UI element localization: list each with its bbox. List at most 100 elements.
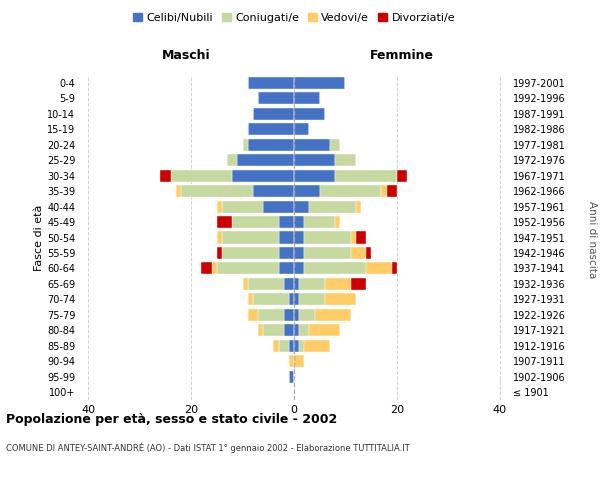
Bar bbox=[299, 340, 304, 352]
Bar bbox=[263, 324, 284, 336]
Bar bbox=[310, 324, 340, 336]
Bar bbox=[284, 278, 294, 290]
Bar bbox=[356, 200, 361, 212]
Bar bbox=[217, 262, 278, 274]
Bar bbox=[294, 108, 325, 120]
Bar bbox=[160, 170, 170, 181]
Bar bbox=[294, 356, 304, 368]
Bar bbox=[382, 185, 386, 197]
Bar bbox=[181, 185, 253, 197]
Bar bbox=[227, 154, 238, 166]
Bar bbox=[304, 216, 335, 228]
Bar bbox=[294, 200, 310, 212]
Bar bbox=[335, 216, 340, 228]
Bar bbox=[299, 294, 325, 306]
Y-axis label: Fasce di età: Fasce di età bbox=[34, 204, 44, 270]
Bar bbox=[242, 278, 248, 290]
Bar bbox=[294, 340, 299, 352]
Bar bbox=[397, 170, 407, 181]
Bar bbox=[304, 232, 350, 243]
Bar bbox=[274, 340, 278, 352]
Bar bbox=[253, 185, 294, 197]
Bar bbox=[299, 278, 325, 290]
Bar bbox=[294, 324, 299, 336]
Bar bbox=[335, 170, 397, 181]
Bar bbox=[335, 154, 356, 166]
Bar bbox=[263, 200, 294, 212]
Bar bbox=[289, 340, 294, 352]
Bar bbox=[289, 294, 294, 306]
Bar bbox=[222, 232, 278, 243]
Bar bbox=[325, 278, 350, 290]
Bar bbox=[356, 232, 366, 243]
Bar bbox=[304, 340, 330, 352]
Bar bbox=[350, 247, 366, 259]
Bar bbox=[294, 294, 299, 306]
Bar bbox=[248, 138, 294, 150]
Bar bbox=[258, 92, 294, 104]
Text: COMUNE DI ANTEY-SAINT-ANDRÉ (AO) - Dati ISTAT 1° gennaio 2002 - Elaborazione TUT: COMUNE DI ANTEY-SAINT-ANDRÉ (AO) - Dati … bbox=[6, 442, 410, 453]
Bar bbox=[366, 247, 371, 259]
Bar bbox=[284, 309, 294, 321]
Bar bbox=[325, 294, 356, 306]
Bar bbox=[294, 185, 320, 197]
Bar bbox=[289, 356, 294, 368]
Legend: Celibi/Nubili, Coniugati/e, Vedovi/e, Divorziati/e: Celibi/Nubili, Coniugati/e, Vedovi/e, Di… bbox=[128, 8, 460, 27]
Bar bbox=[350, 278, 366, 290]
Bar bbox=[294, 309, 299, 321]
Bar bbox=[289, 371, 294, 383]
Bar bbox=[299, 324, 310, 336]
Bar bbox=[278, 232, 294, 243]
Bar bbox=[278, 340, 289, 352]
Bar bbox=[294, 154, 335, 166]
Bar bbox=[294, 232, 304, 243]
Bar bbox=[294, 138, 330, 150]
Bar bbox=[310, 200, 356, 212]
Bar bbox=[294, 92, 320, 104]
Text: Anni di nascita: Anni di nascita bbox=[587, 202, 597, 278]
Bar bbox=[232, 170, 294, 181]
Bar bbox=[217, 232, 222, 243]
Bar bbox=[253, 108, 294, 120]
Bar bbox=[253, 294, 289, 306]
Bar bbox=[258, 324, 263, 336]
Bar bbox=[232, 216, 278, 228]
Bar bbox=[294, 278, 299, 290]
Bar bbox=[248, 123, 294, 135]
Bar bbox=[278, 247, 294, 259]
Bar bbox=[222, 200, 263, 212]
Bar bbox=[314, 309, 350, 321]
Bar bbox=[350, 232, 356, 243]
Bar bbox=[294, 247, 304, 259]
Bar bbox=[248, 309, 258, 321]
Bar bbox=[242, 138, 248, 150]
Bar bbox=[202, 262, 212, 274]
Bar bbox=[392, 262, 397, 274]
Bar bbox=[170, 170, 232, 181]
Bar bbox=[330, 138, 340, 150]
Bar bbox=[212, 262, 217, 274]
Bar bbox=[366, 262, 392, 274]
Bar bbox=[278, 216, 294, 228]
Bar bbox=[294, 262, 304, 274]
Bar bbox=[294, 76, 346, 89]
Bar bbox=[294, 170, 335, 181]
Bar bbox=[248, 278, 284, 290]
Text: Maschi: Maschi bbox=[161, 50, 211, 62]
Bar bbox=[304, 247, 350, 259]
Text: Femmine: Femmine bbox=[370, 50, 434, 62]
Bar bbox=[320, 185, 382, 197]
Bar bbox=[299, 309, 314, 321]
Bar bbox=[304, 262, 366, 274]
Text: Popolazione per età, sesso e stato civile - 2002: Popolazione per età, sesso e stato civil… bbox=[6, 412, 337, 426]
Bar bbox=[278, 262, 294, 274]
Bar bbox=[222, 247, 278, 259]
Bar bbox=[284, 324, 294, 336]
Bar bbox=[217, 247, 222, 259]
Bar bbox=[217, 200, 222, 212]
Bar bbox=[217, 216, 232, 228]
Bar bbox=[386, 185, 397, 197]
Bar bbox=[176, 185, 181, 197]
Bar bbox=[248, 76, 294, 89]
Bar bbox=[294, 216, 304, 228]
